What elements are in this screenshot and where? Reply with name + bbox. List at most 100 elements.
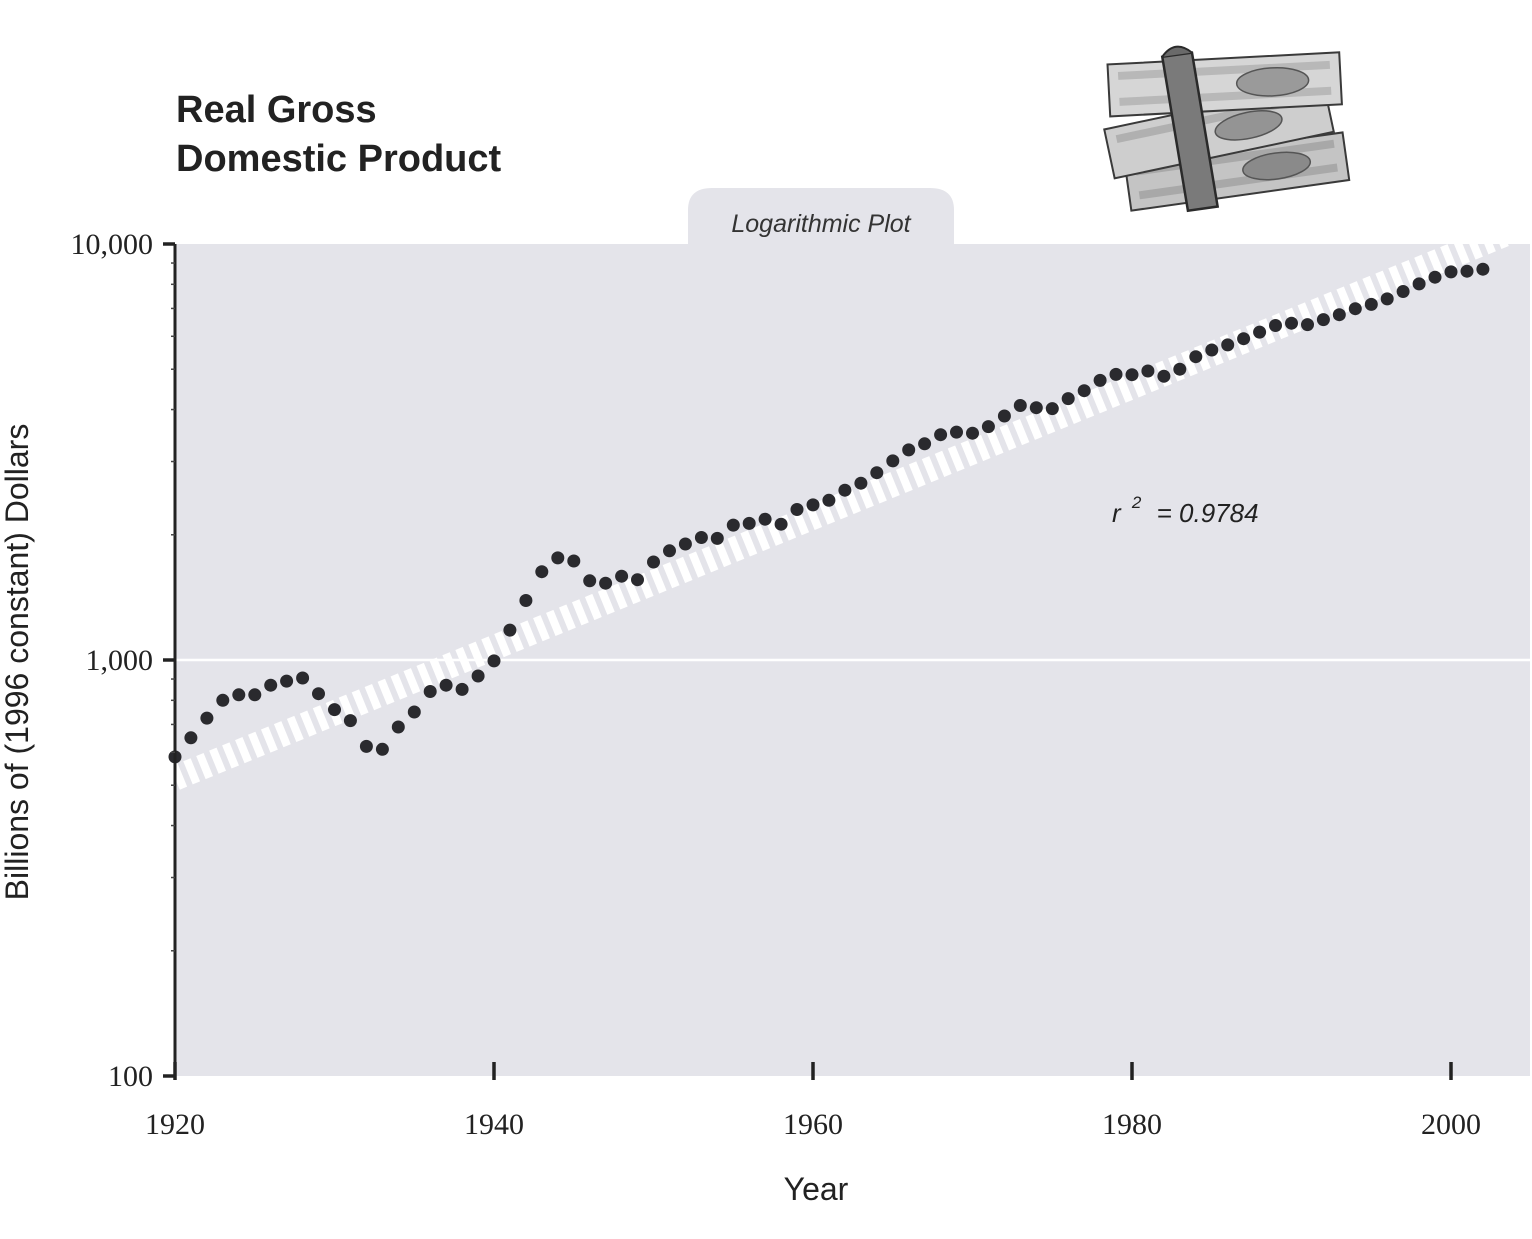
data-point-1970 <box>966 426 979 440</box>
data-point-1992 <box>1316 313 1330 327</box>
x-axis-label: Year <box>784 1171 849 1207</box>
data-point-1948 <box>615 569 629 583</box>
data-point-1954 <box>710 531 724 545</box>
data-point-1944 <box>551 551 565 565</box>
data-point-1950 <box>647 555 660 569</box>
data-point-1967 <box>918 437 932 451</box>
data-point-1987 <box>1237 332 1251 346</box>
data-point-1986 <box>1221 338 1235 352</box>
data-point-1931 <box>343 714 357 728</box>
data-point-1958 <box>774 517 788 531</box>
data-point-1989 <box>1269 319 1282 332</box>
data-point-1999 <box>1428 270 1442 284</box>
data-point-1937 <box>439 678 453 692</box>
data-point-1923 <box>216 693 230 707</box>
y-axis-label: Billions of (1996 constant) Dollars <box>0 424 35 901</box>
data-point-1935 <box>407 705 421 719</box>
x-tick-label-1960: 1960 <box>783 1108 843 1141</box>
data-point-1933 <box>375 742 389 756</box>
data-point-1984 <box>1189 350 1203 364</box>
data-point-1941 <box>503 623 517 637</box>
data-point-1973 <box>1013 399 1027 412</box>
data-point-1991 <box>1301 318 1314 332</box>
chart-title-line-1: Real Gross <box>176 89 377 131</box>
x-tick-label-1980: 1980 <box>1102 1108 1162 1141</box>
data-point-1981 <box>1141 364 1155 378</box>
data-point-1972 <box>997 409 1011 423</box>
data-point-1975 <box>1045 402 1059 416</box>
y-tick-label-10000: 10,000 <box>71 228 154 261</box>
data-point-1994 <box>1348 302 1362 316</box>
data-point-1939 <box>471 669 485 683</box>
data-point-1922 <box>200 711 214 725</box>
data-point-1952 <box>678 537 692 551</box>
data-point-1934 <box>391 720 405 734</box>
data-point-1966 <box>902 443 916 457</box>
data-point-1996 <box>1380 292 1394 306</box>
r-squared-value: = 0.9784 <box>1157 498 1259 528</box>
money-stack-icon <box>1103 45 1351 213</box>
y-minor-ticks <box>171 262 175 952</box>
data-point-1940 <box>487 654 501 668</box>
data-point-1953 <box>694 531 708 544</box>
data-point-1921 <box>184 731 198 745</box>
x-tick-label-2000: 2000 <box>1421 1108 1481 1141</box>
data-point-1965 <box>886 454 900 468</box>
r-squared-exponent: 2 <box>1131 493 1142 512</box>
data-point-1983 <box>1173 362 1187 376</box>
data-points <box>168 262 1490 764</box>
x-tick-label-1940: 1940 <box>464 1108 524 1141</box>
data-point-1936 <box>423 685 437 698</box>
data-point-2001 <box>1460 264 1474 278</box>
data-point-1927 <box>280 674 294 688</box>
data-point-1924 <box>232 688 246 702</box>
data-point-1949 <box>631 573 644 587</box>
data-point-1974 <box>1029 401 1043 415</box>
data-point-1985 <box>1205 343 1219 357</box>
data-point-1964 <box>870 466 884 480</box>
data-point-1929 <box>312 687 325 701</box>
y-tick-label-1000: 1,000 <box>86 644 154 677</box>
data-point-2000 <box>1444 265 1458 279</box>
data-point-1988 <box>1253 325 1267 339</box>
data-point-1946 <box>583 574 597 588</box>
data-point-1961 <box>822 493 836 507</box>
plot-tab-label: Logarithmic Plot <box>731 210 911 238</box>
data-point-1925 <box>248 688 262 702</box>
data-point-1947 <box>599 576 613 590</box>
data-point-2002 <box>1476 262 1490 276</box>
data-point-1963 <box>854 476 868 490</box>
data-point-1932 <box>359 739 373 753</box>
plot-tab <box>688 188 954 244</box>
data-point-1928 <box>296 671 310 685</box>
data-point-1976 <box>1061 392 1075 406</box>
y-major-ticks: 100 1,000 10,000 <box>71 228 175 1093</box>
chart-title-line-2: Domestic Product <box>176 138 502 180</box>
data-point-1978 <box>1093 373 1107 387</box>
data-point-1979 <box>1109 367 1123 381</box>
data-point-1969 <box>950 425 963 439</box>
data-point-1995 <box>1364 297 1378 311</box>
data-point-1962 <box>838 483 852 497</box>
data-point-1943 <box>535 565 549 579</box>
data-point-1971 <box>981 420 995 434</box>
data-point-1930 <box>328 703 341 717</box>
data-point-1955 <box>726 518 740 532</box>
data-point-1968 <box>934 428 948 442</box>
data-point-1942 <box>519 594 533 607</box>
data-point-1938 <box>455 682 469 696</box>
data-point-1945 <box>567 554 581 568</box>
data-point-1997 <box>1396 285 1410 298</box>
y-tick-label-100: 100 <box>108 1060 153 1093</box>
data-point-1980 <box>1125 368 1139 382</box>
data-point-1993 <box>1332 308 1346 322</box>
data-point-1977 <box>1077 384 1091 398</box>
data-point-1960 <box>806 498 820 512</box>
data-point-1982 <box>1157 369 1171 383</box>
data-point-1951 <box>663 544 676 558</box>
data-point-1957 <box>758 512 772 526</box>
data-point-1926 <box>264 678 278 692</box>
trend-band <box>175 244 1514 790</box>
data-point-1990 <box>1285 316 1298 330</box>
r-squared-base: r <box>1112 498 1122 528</box>
